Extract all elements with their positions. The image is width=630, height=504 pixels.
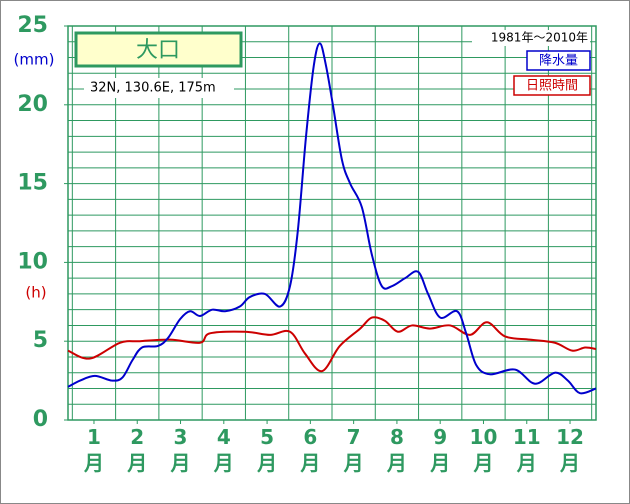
- x-tick-label: 3 月: [170, 425, 191, 475]
- data-line: [67, 42, 597, 395]
- x-tick-label: 12 月: [556, 425, 584, 475]
- y-unit-label: (h): [25, 284, 46, 302]
- y-tick-label: 5: [33, 328, 48, 353]
- y-tick-label: 15: [17, 171, 48, 196]
- period-bg: [472, 30, 590, 46]
- subtitle-bg: [84, 78, 234, 98]
- subtitle: 32N, 130.6E, 175m: [90, 81, 216, 96]
- x-tick-label: 4 月: [213, 425, 234, 475]
- period: 1981年～2010年: [491, 31, 588, 45]
- y-tick-label: 0: [33, 407, 48, 432]
- x-tick-label: 1 月: [83, 425, 104, 475]
- legend-box: [526, 50, 591, 71]
- data-line: [67, 316, 597, 373]
- x-tick-label: 8 月: [386, 425, 407, 475]
- x-tick-label: 10 月: [469, 425, 498, 475]
- legend-label: 降水量: [539, 54, 578, 69]
- x-tick-label: 2 月: [127, 425, 148, 475]
- y-unit-label: (mm): [14, 51, 55, 69]
- y-tick-label: 10: [17, 249, 48, 274]
- legend-box: [513, 75, 591, 96]
- x-tick-label: 11 月: [512, 425, 541, 475]
- x-tick-label: 5 月: [257, 425, 278, 475]
- x-tick-label: 9 月: [430, 425, 451, 475]
- chart-title: 大口: [136, 38, 180, 63]
- x-tick-label: 7 月: [343, 425, 364, 475]
- x-tick-label: 6 月: [300, 425, 321, 475]
- y-tick-label: 20: [17, 92, 48, 117]
- y-tick-label: 25: [17, 13, 48, 38]
- legend-label: 日照時間: [526, 79, 578, 94]
- title-box: [74, 31, 243, 68]
